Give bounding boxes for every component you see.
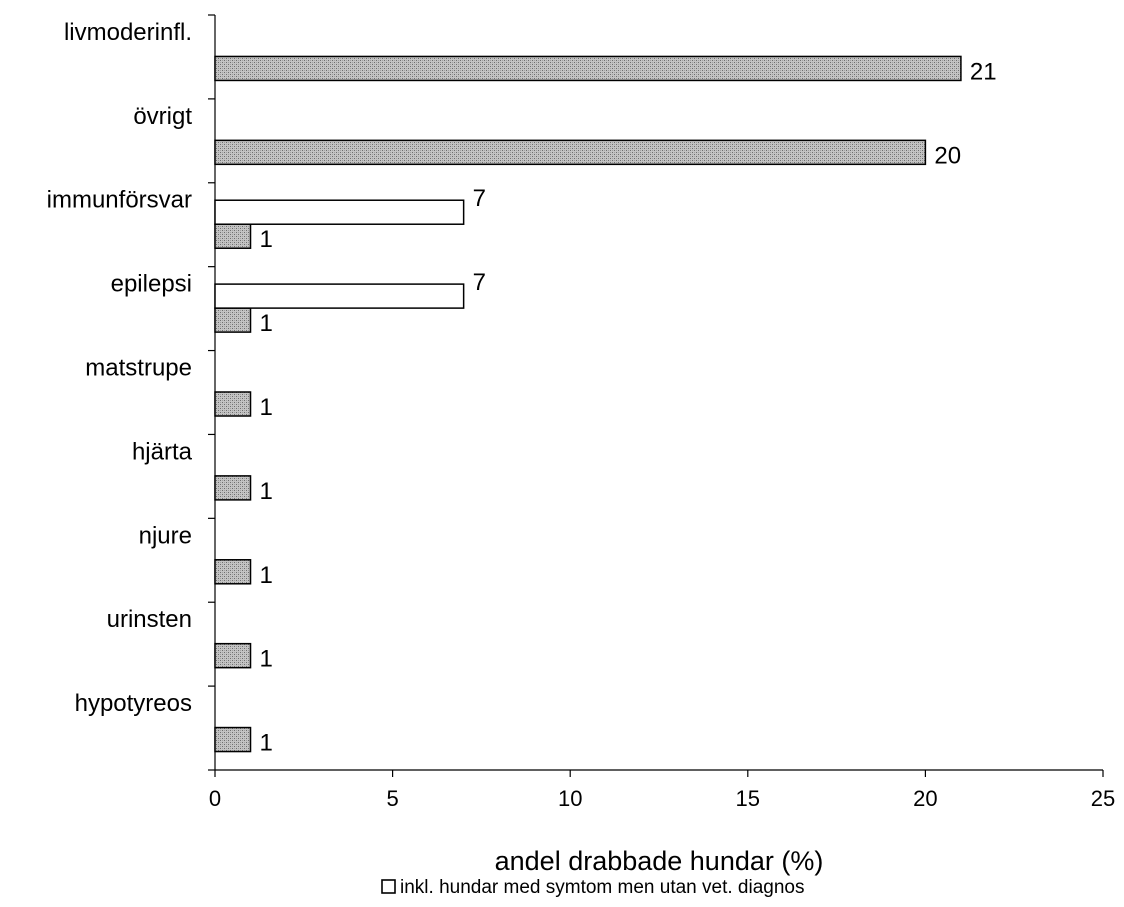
bar bbox=[214, 307, 252, 333]
bars bbox=[214, 55, 962, 753]
labels: 0 5 10 15 20 25 livmoderinfl. 21 övrigt 20 immunfö… bbox=[47, 19, 1116, 811]
bar bbox=[214, 139, 927, 166]
data-label: 20 bbox=[934, 142, 961, 169]
bar bbox=[214, 199, 465, 225]
bar bbox=[214, 726, 252, 753]
x-tick-label: 20 bbox=[913, 786, 937, 811]
bar bbox=[214, 55, 962, 82]
category-label: hypotyreos bbox=[75, 690, 192, 717]
legend-label: inkl. hundar med symtom men utan vet. di… bbox=[400, 877, 804, 898]
axes bbox=[208, 14, 1104, 777]
category-label: epilepsi bbox=[111, 271, 192, 298]
category-label: matstrupe bbox=[85, 355, 192, 382]
x-tick-label: 15 bbox=[736, 786, 760, 811]
data-label: 7 bbox=[473, 269, 486, 296]
x-tick-label: 5 bbox=[386, 786, 398, 811]
data-label: 1 bbox=[260, 478, 273, 505]
category-label: immunförsvar bbox=[47, 187, 192, 214]
bar bbox=[214, 475, 252, 501]
x-axis-title: andel drabbade hundar (%) bbox=[495, 846, 824, 876]
data-label: 1 bbox=[260, 394, 273, 421]
x-tick-label: 25 bbox=[1091, 786, 1115, 811]
data-label: 1 bbox=[260, 226, 273, 253]
data-label: 7 bbox=[473, 185, 486, 212]
data-label: 1 bbox=[260, 562, 273, 589]
x-tick-label: 0 bbox=[209, 786, 221, 811]
bar bbox=[214, 559, 252, 585]
category-label: njure bbox=[139, 522, 192, 549]
data-label: 21 bbox=[970, 58, 997, 85]
bar bbox=[214, 642, 252, 669]
x-tick-label: 10 bbox=[558, 786, 582, 811]
data-label: 1 bbox=[260, 730, 273, 757]
bar bbox=[214, 391, 252, 417]
data-label: 1 bbox=[260, 646, 273, 673]
bar bbox=[214, 223, 252, 249]
category-label: livmoderinfl. bbox=[64, 19, 192, 46]
category-label: urinsten bbox=[107, 606, 192, 633]
category-label: övrigt bbox=[133, 103, 192, 130]
data-label: 1 bbox=[260, 310, 273, 337]
legend: inkl. hundar med symtom men utan vet. di… bbox=[381, 877, 804, 898]
category-label: hjärta bbox=[132, 438, 193, 465]
bar bbox=[214, 283, 465, 309]
legend-swatch bbox=[381, 879, 396, 894]
